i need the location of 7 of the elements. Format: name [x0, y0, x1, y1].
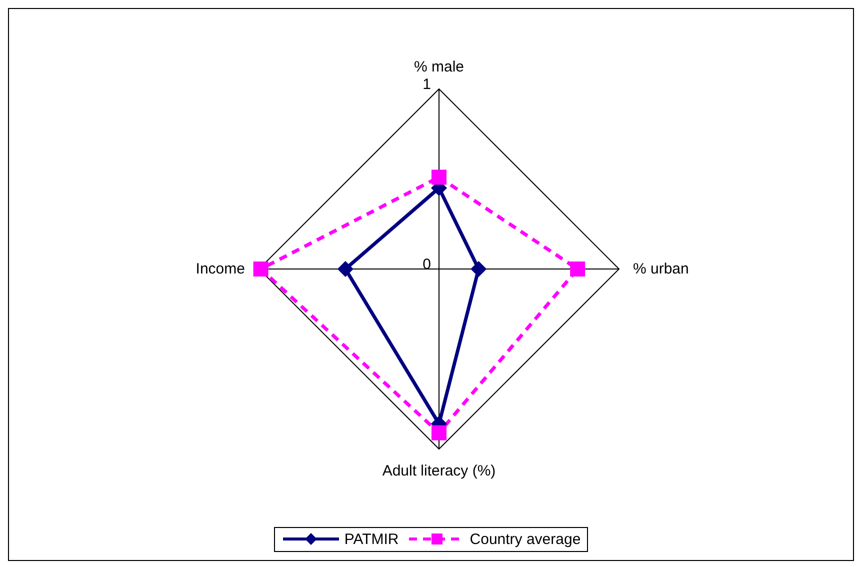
legend-label: Country average [468, 530, 581, 548]
spoke-label: % male [414, 58, 464, 76]
spoke-label: Adult literacy (%) [382, 462, 496, 480]
spoke-label: % urban [633, 260, 689, 278]
legend-label: PATMIR [343, 530, 399, 548]
spoke-label: Income [196, 260, 245, 278]
y-tick-label: 1 [422, 76, 431, 93]
